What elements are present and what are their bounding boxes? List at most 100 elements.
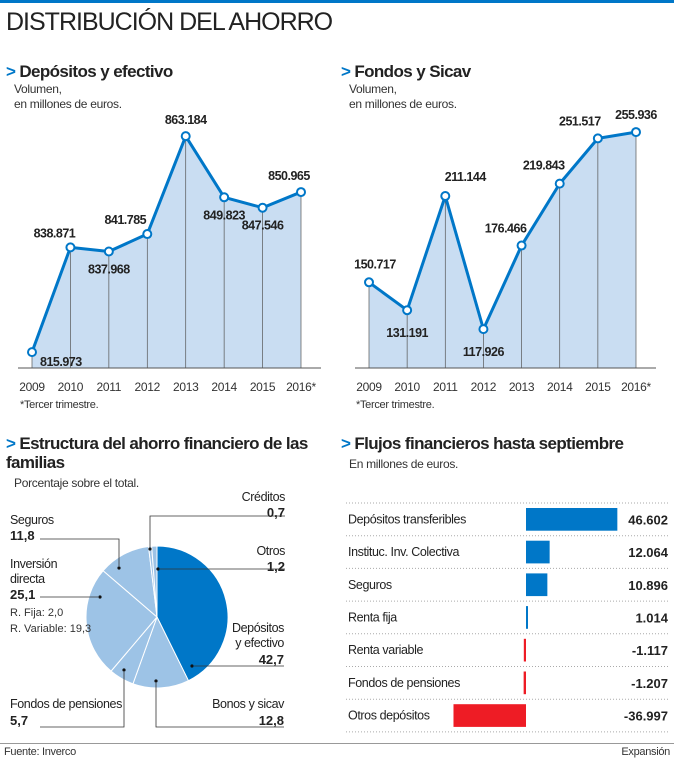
series-line — [368, 130, 637, 331]
slice-detail: R. Fija: 2,0 — [10, 607, 63, 619]
data-point — [219, 192, 230, 203]
chart-subtitle-flujos: En millones de euros. — [349, 457, 459, 471]
chart-subtitle-depositos: Volumen, en millones de euros. — [14, 82, 122, 112]
flow-label: Renta variable — [348, 643, 423, 657]
x-tick-label: 2016* — [286, 380, 316, 394]
data-label: 131.191 — [386, 326, 428, 340]
leader-arrow — [122, 668, 126, 672]
data-point — [631, 127, 641, 138]
title-text: Flujos financieros hasta septiembre — [354, 434, 624, 453]
slice-value: 42,7 — [259, 652, 284, 667]
data-label: 841.785 — [104, 213, 146, 227]
slice-label: Bonos y sicav — [212, 697, 285, 711]
data-label: 838.871 — [34, 226, 76, 240]
x-tick-label: 2014 — [547, 380, 573, 394]
slice-label-line: directa — [10, 572, 45, 586]
flow-value: -36.997 — [624, 709, 668, 724]
data-label: 850.965 — [268, 169, 310, 183]
chart-subtitle-fondos: Volumen, en millones de euros. — [349, 82, 457, 112]
leader-line — [40, 538, 120, 566]
slice-detail: R. Variable: 19,3 — [10, 623, 91, 635]
flow-bar — [453, 704, 526, 727]
slice-value: 11,8 — [10, 528, 35, 543]
x-tick-label: 2015 — [585, 380, 611, 394]
flow-label: Seguros — [348, 578, 392, 592]
flow-label: Renta fija — [348, 610, 397, 624]
leader-arrow — [154, 679, 158, 683]
chart-title-depositos: > Depósitos y efectivo — [6, 62, 173, 82]
slice-value: 25,1 — [10, 587, 35, 602]
data-point — [180, 131, 191, 142]
flow-bar — [526, 606, 528, 629]
flow-bar — [526, 540, 550, 564]
leader-arrow — [98, 595, 102, 599]
data-point — [402, 305, 413, 316]
data-label: 847.546 — [242, 219, 284, 233]
source-label: Fuente: — [4, 746, 40, 758]
title-text: Fondos y Sicav — [354, 62, 471, 81]
area-fill — [32, 136, 301, 368]
data-label: 117.926 — [463, 345, 505, 359]
x-tick-label: 2009 — [19, 380, 45, 394]
pie-slice — [151, 545, 158, 618]
x-tick-label: 2011 — [433, 380, 458, 394]
slice-label: Fondos de pensiones — [10, 697, 122, 711]
data-label: 849.823 — [203, 208, 245, 222]
slice-value: 5,7 — [10, 713, 28, 728]
data-label: 219.843 — [523, 159, 565, 173]
data-label: 150.717 — [354, 257, 396, 271]
source-name: Inverco — [41, 746, 76, 758]
pie-slice — [85, 570, 158, 672]
slice-label: Seguros — [10, 513, 54, 527]
flow-bar — [523, 671, 526, 695]
data-label: 211.144 — [445, 170, 487, 184]
leader-line — [40, 672, 125, 728]
flow-label: Instituc. Inv. Colectiva — [348, 545, 459, 559]
slice-label: Créditos — [242, 490, 285, 504]
x-tick-label: 2011 — [97, 380, 122, 394]
slice-label-line: y efectivo — [235, 636, 284, 650]
flow-bar — [523, 638, 526, 662]
data-point — [554, 178, 565, 189]
data-label: 815.973 — [40, 355, 82, 369]
x-tick-label: 2014 — [211, 380, 237, 394]
data-label: 863.184 — [165, 113, 207, 127]
chart-title-fondos: > Fondos y Sicav — [341, 62, 471, 82]
slice-value: 12,8 — [259, 713, 284, 728]
x-tick-label: 2009 — [356, 380, 382, 394]
footer-brand: Expansión — [621, 746, 670, 758]
chart-title-flujos: > Flujos financieros hasta septiembre — [341, 434, 624, 454]
slice-label: Otros — [256, 544, 285, 558]
data-point — [103, 246, 114, 257]
chart-subtitle-estructura: Porcentaje sobre el total. — [14, 476, 139, 490]
flow-value: 1.014 — [635, 610, 668, 625]
flow-value: -1.117 — [632, 643, 668, 658]
x-tick-label: 2012 — [135, 380, 161, 394]
subtitle-line: Volumen, — [349, 82, 397, 96]
data-point — [364, 277, 374, 288]
slice-value: 1,2 — [267, 559, 285, 574]
chart-title-estructura: > Estructura del ahorro financiero de las… — [6, 434, 326, 472]
flow-value: 12.064 — [628, 545, 669, 560]
flow-bar — [526, 573, 548, 597]
series-line — [30, 134, 302, 353]
leader-arrow — [190, 664, 194, 668]
x-tick-label: 2013 — [173, 380, 199, 394]
slice-label-line: Depósitos — [232, 621, 284, 635]
data-point — [592, 133, 603, 144]
x-tick-label: 2010 — [394, 380, 420, 394]
footer-source: Fuente: Inverco — [4, 746, 76, 758]
data-label: 176.466 — [485, 222, 527, 236]
area-fill — [369, 132, 636, 368]
leader-arrow — [117, 566, 121, 570]
footer-divider — [0, 743, 674, 744]
data-label: 837.968 — [88, 263, 130, 277]
chevron-right-icon: > — [341, 62, 351, 81]
top-accent-line — [0, 0, 674, 3]
footnote-depositos: *Tercer trimestre. — [20, 399, 99, 411]
data-point — [296, 187, 306, 198]
pie-slice — [132, 615, 190, 689]
pie-slice — [156, 545, 229, 682]
